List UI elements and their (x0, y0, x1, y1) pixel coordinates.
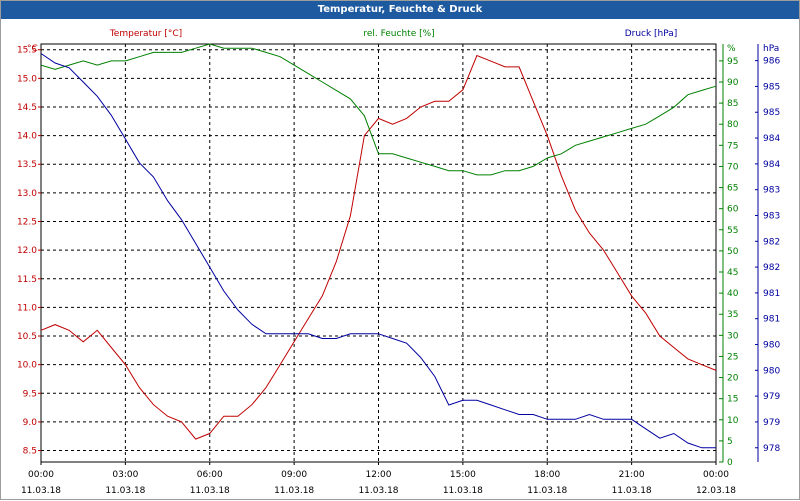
humidity-tick-label: 15 (727, 395, 738, 405)
humidity-tick-label: 0 (727, 458, 733, 468)
pressure-axis-unit: hPa (763, 44, 779, 54)
humidity-tick-label: 5 (727, 437, 733, 447)
pressure-tick-label: 979 (763, 392, 780, 402)
left-tick-label: 15.5 (17, 46, 37, 56)
x-tick-date-label: 11.03.18 (21, 486, 61, 496)
humidity-tick-label: 10 (727, 416, 739, 426)
left-tick-label: 14.0 (17, 132, 37, 142)
left-tick-label: 10.5 (17, 332, 37, 342)
x-tick-date-label: 11.03.18 (612, 486, 652, 496)
x-tick-time-label: 00:00 (703, 470, 729, 480)
left-tick-label: 12.5 (17, 218, 37, 228)
pressure-tick-label: 981 (763, 315, 780, 325)
grid-lines (41, 44, 716, 462)
humidity-series-line (40, 43, 717, 176)
x-tick-time-label: 03:00 (112, 470, 138, 480)
humidity-tick-label: 55 (727, 226, 738, 236)
left-tick-label: 9.5 (23, 389, 37, 399)
humidity-axis-unit: % (727, 44, 736, 54)
pressure-tick-label: 980 (763, 341, 780, 351)
legend-pressure: Druck [hPa] (625, 29, 678, 39)
humidity-tick-label: 35 (727, 310, 738, 320)
left-tick-label: 12.0 (17, 246, 37, 256)
legend-temperature: Temperatur [°C] (109, 29, 182, 39)
x-tick-date-label: 11.03.18 (190, 486, 230, 496)
pressure-tick-label: 986 (763, 57, 780, 67)
humidity-tick-label: 70 (727, 162, 739, 172)
pressure-tick-label: 984 (763, 134, 780, 144)
x-tick-time-label: 06:00 (197, 470, 223, 480)
x-tick-time-label: 15:00 (450, 470, 476, 480)
x-tick-date-label: 11.03.18 (274, 486, 314, 496)
pressure-tick-label: 979 (763, 418, 780, 428)
humidity-tick-label: 20 (727, 374, 739, 384)
x-tick-date-label: 12.03.18 (696, 486, 736, 496)
left-tick-label: 14.5 (17, 103, 37, 113)
x-tick-date-label: 11.03.18 (443, 486, 483, 496)
left-axis-ticks: 15.5 15.0 14.5 14.0 13.5 13.0 12.5 12.0 11.5 11.0… (17, 46, 41, 457)
left-tick-label: 13.5 (17, 160, 37, 170)
humidity-tick-label: 40 (727, 289, 739, 299)
pressure-series-line (40, 53, 716, 449)
humidity-tick-label: 95 (727, 57, 738, 67)
x-tick-time-label: 12:00 (366, 470, 392, 480)
x-tick-time-label: 00:00 (28, 470, 54, 480)
left-tick-label: 11.5 (17, 275, 37, 285)
left-axis-unit: °C (27, 44, 38, 54)
x-tick-time-label: 09:00 (281, 470, 307, 480)
left-tick-label: 9.0 (23, 418, 38, 428)
window-title: Temperatur, Feuchte & Druck (1, 1, 799, 19)
x-tick-time-label: 18:00 (534, 470, 560, 480)
pressure-tick-label: 985 (763, 82, 780, 92)
series-lines (40, 43, 717, 449)
pressure-tick-label: 983 (763, 211, 780, 221)
humidity-tick-label: 60 (727, 205, 739, 215)
x-tick-date-label: 11.03.18 (105, 486, 145, 496)
left-tick-label: 8.5 (23, 447, 37, 457)
pressure-tick-label: 981 (763, 289, 780, 299)
humidity-tick-label: 30 (727, 331, 739, 341)
pressure-axis-ticks: 986 985 985 984 984 983 983 982 982 981 981 980 980 9… (755, 57, 780, 454)
x-tick-time-label: 21:00 (619, 470, 645, 480)
left-tick-label: 15.0 (17, 74, 37, 84)
humidity-tick-label: 45 (727, 268, 738, 278)
x-tick-date-label: 11.03.18 (358, 486, 398, 496)
humidity-tick-label: 90 (727, 78, 739, 88)
humidity-tick-label: 75 (727, 141, 738, 151)
x-axis-ticks: 00:00 11.03.18 03:00 11.03.18 06:00 11.03.18 0… (21, 462, 736, 496)
pressure-tick-label: 983 (763, 186, 780, 196)
pressure-tick-label: 978 (763, 444, 780, 454)
pressure-tick-label: 984 (763, 160, 780, 170)
legend-humidity: rel. Feuchte [%] (363, 29, 434, 39)
humidity-tick-label: 80 (727, 120, 739, 130)
humidity-tick-label: 65 (727, 184, 738, 194)
left-tick-label: 11.0 (17, 303, 37, 313)
humidity-tick-label: 25 (727, 352, 738, 362)
humidity-tick-label: 85 (727, 99, 738, 109)
humidity-tick-label: 50 (727, 247, 739, 257)
temperature-series-line (40, 54, 717, 440)
pressure-tick-label: 985 (763, 108, 780, 118)
left-tick-label: 10.0 (17, 361, 37, 371)
x-tick-date-label: 11.03.18 (527, 486, 567, 496)
left-tick-label: 13.0 (17, 189, 37, 199)
pressure-tick-label: 982 (763, 263, 780, 273)
pressure-tick-label: 982 (763, 237, 780, 247)
pressure-tick-label: 980 (763, 366, 780, 376)
